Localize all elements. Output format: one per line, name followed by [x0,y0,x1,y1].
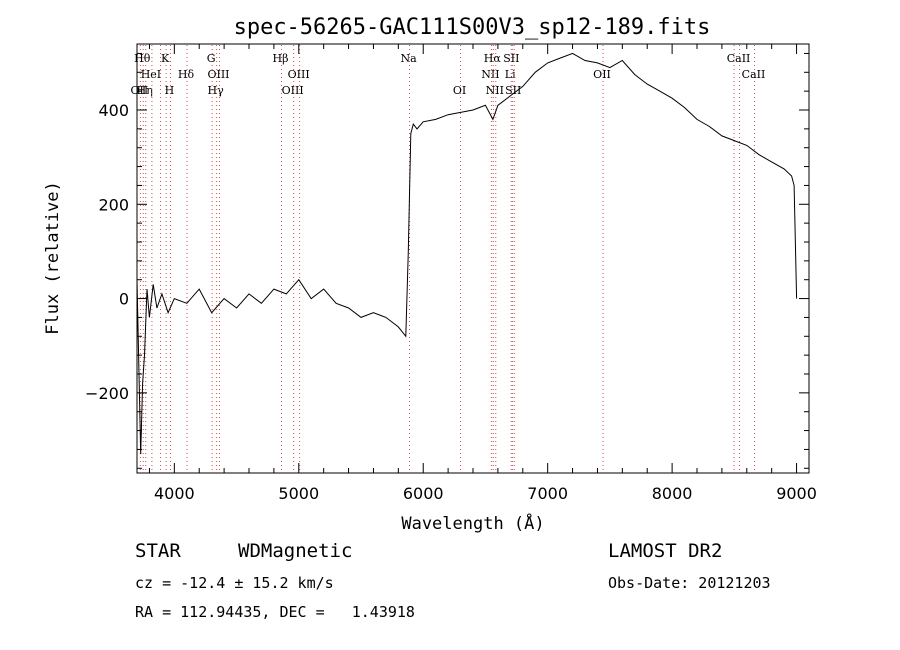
x-tick-label-5000: 5000 [278,484,319,503]
y-tick-label-0: 0 [119,290,129,309]
line-marker-label-0: OII [131,84,149,97]
line-marker-label-8: G [207,52,216,65]
redshift-readout: cz = -12.4 ± 15.2 km/s [135,574,334,592]
line-marker-label-19: Li [505,68,516,81]
y-axis: −200 0 200 400 [85,52,809,469]
line-marker-label-25: CaII [742,68,766,81]
line-marker-label-3: HeI [141,68,161,81]
line-marker-label-21: SII [505,84,521,97]
spectrum-line [136,52,798,455]
y-axis-label: Flux (relative) [43,181,63,335]
line-marker-label-14: Na [400,52,417,65]
coordinates-readout: RA = 112.94435, DEC = 1.43918 [135,603,415,621]
x-axis-label: Wavelength (Å) [401,512,544,534]
x-tick-label-8000: 8000 [652,484,693,503]
line-marker-label-16: NII [481,68,499,81]
line-marker-label-5: K [161,52,170,65]
survey-name: LAMOST DR2 [608,540,723,562]
line-marker-label-6: H [165,84,175,97]
y-tick-label-400: 400 [98,101,129,120]
object-subclass: WDMagnetic [238,540,353,562]
x-tick-label-9000: 9000 [776,484,817,503]
x-tick-label-7000: 7000 [527,484,568,503]
x-axis: 4000 5000 6000 7000 8000 9000 [148,44,817,503]
plot-frame [136,43,810,474]
line-marker-label-11: Hβ [273,52,289,65]
line-marker-label-10: OIII [207,68,229,81]
line-marker-label-18: NII [486,84,504,97]
line-marker-label-17: Hα [484,52,502,65]
line-marker-label-7: Hδ [178,68,195,81]
line-marker-label-9: Hγ [208,84,225,97]
line-marker-label-15: OI [453,84,466,97]
y-tick-label-200: 200 [98,195,129,214]
object-class: STAR [135,540,181,562]
line-marker-label-2: Hη [137,84,153,97]
y-tick-label--200: −200 [85,384,129,403]
line-marker-label-1: Hθ [134,52,151,65]
line-marker-label-13: OIII [288,68,310,81]
chart-title: spec-56265-GAC111S00V3_sp12-189.fits [234,15,711,40]
line-marker-label-24: CaII [727,52,751,65]
observation-date: Obs-Date: 20121203 [608,574,771,592]
line-marker-label-20: SII [503,52,519,65]
line-marker-label-22: OII [593,68,611,81]
line-marker-label-12: OIII [282,84,304,97]
x-tick-label-6000: 6000 [403,484,444,503]
x-tick-label-4000: 4000 [154,484,195,503]
